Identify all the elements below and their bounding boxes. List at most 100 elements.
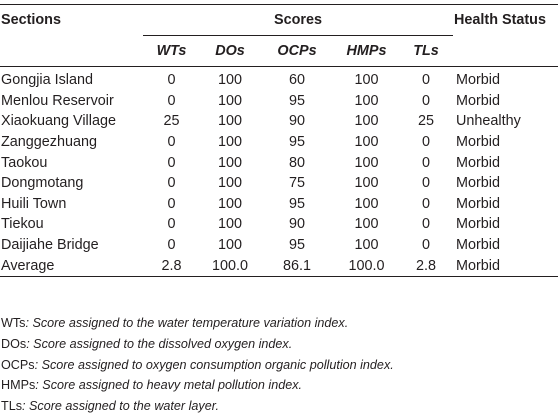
table-row: Dongmotang 0 100 75 100 0 Morbid: [0, 173, 558, 194]
tls-cell: 0: [421, 72, 430, 89]
tls-cell: 0: [421, 134, 430, 151]
dos-cell: 100: [217, 195, 242, 212]
header-rule: [0, 66, 558, 67]
health-status-cell: Morbid: [456, 134, 500, 151]
wts-cell: 0: [167, 154, 176, 171]
ocps-cell: 95: [288, 195, 305, 212]
header-dos: DOs: [215, 43, 245, 59]
wts-cell: 0: [167, 134, 176, 151]
dos-cell: 100: [217, 134, 242, 151]
bottom-rule: [0, 276, 558, 277]
table-row: Average 2.8 100.0 86.1 100.0 2.8 Morbid: [0, 255, 558, 276]
header-sections: Sections: [1, 12, 61, 29]
ocps-cell: 95: [288, 92, 305, 109]
header-tls: TLs: [413, 43, 439, 59]
table-row: Tiekou 0 100 90 100 0 Morbid: [0, 214, 558, 235]
hmps-cell: 100: [354, 134, 379, 151]
table-row: Gongjia Island 0 100 60 100 0 Morbid: [0, 67, 558, 91]
hmps-cell: 100: [354, 216, 379, 233]
header-row-sub: WTs DOs OCPs HMPs TLs: [0, 36, 558, 67]
dos-cell: 100: [217, 113, 242, 130]
hmps-cell: 100: [354, 195, 379, 212]
hmps-cell: 100: [354, 175, 379, 192]
tls-cell: 0: [421, 195, 430, 212]
section-cell: Average: [1, 257, 55, 274]
top-rule: [0, 4, 558, 5]
wts-cell: 0: [167, 195, 176, 212]
dos-cell: 100: [217, 154, 242, 171]
health-status-cell: Morbid: [456, 195, 500, 212]
footnote: HMPs: Score assigned to heavy metal poll…: [1, 375, 394, 396]
scores-table: Sections Scores Health Status WTs DOs OC…: [0, 4, 558, 277]
footnote-abbreviation: HMPs: [1, 378, 36, 393]
section-cell: Zanggezhuang: [1, 134, 98, 151]
table-row: Huili Town 0 100 95 100 0 Morbid: [0, 194, 558, 215]
dos-cell: 100.0: [211, 257, 248, 274]
dos-cell: 100: [217, 216, 242, 233]
tls-cell: 0: [421, 237, 430, 254]
hmps-cell: 100: [354, 113, 379, 130]
wts-cell: 0: [167, 216, 176, 233]
ocps-cell: 90: [288, 216, 305, 233]
footnote-abbreviation: OCPs: [1, 357, 35, 372]
table-row: Menlou Reservoir 0 100 95 100 0 Morbid: [0, 91, 558, 112]
table-row: Zanggezhuang 0 100 95 100 0 Morbid: [0, 132, 558, 153]
hmps-cell: 100.0: [348, 257, 385, 274]
footnote-description: : Score assigned to oxygen consumption o…: [34, 357, 394, 372]
footnote-description: : Score assigned to heavy metal pollutio…: [35, 378, 303, 393]
footnote-abbreviation: WTs: [1, 316, 26, 330]
health-status-cell: Morbid: [456, 237, 500, 254]
tls-cell: 2.8: [415, 257, 436, 274]
hmps-cell: 100: [354, 72, 379, 89]
header-ocps: OCPs: [277, 43, 317, 59]
dos-cell: 100: [217, 92, 242, 109]
hmps-cell: 100: [354, 154, 379, 171]
footnote: DOs: Score assigned to the dissolved oxy…: [1, 334, 394, 355]
header-hmps: HMPs: [346, 43, 387, 59]
dos-cell: 100: [217, 175, 242, 192]
footnote-description: : Score assigned to the water layer.: [22, 399, 219, 414]
ocps-cell: 60: [288, 72, 305, 89]
scores-underline: [143, 35, 453, 36]
dos-cell: 100: [217, 72, 242, 89]
wts-cell: 0: [167, 92, 176, 109]
footnote-description: : Score assigned to the water temperatur…: [25, 316, 349, 330]
tls-cell: 0: [421, 154, 430, 171]
tls-cell: 0: [421, 92, 430, 109]
ocps-cell: 95: [288, 134, 305, 151]
health-status-cell: Morbid: [456, 257, 500, 274]
tls-cell: 0: [421, 175, 430, 192]
footnote: OCPs: Score assigned to oxygen consumpti…: [1, 355, 394, 376]
header-row-main: Sections Scores Health Status: [0, 5, 558, 36]
ocps-cell: 95: [288, 237, 305, 254]
section-cell: Gongjia Island: [1, 72, 94, 89]
ocps-cell: 90: [288, 113, 305, 130]
ocps-cell: 80: [288, 154, 305, 171]
section-cell: Xiaokuang Village: [1, 113, 116, 130]
health-status-cell: Morbid: [456, 175, 500, 192]
footnote: WTs: Score assigned to the water tempera…: [1, 313, 394, 334]
wts-cell: 0: [167, 237, 176, 254]
ocps-cell: 75: [288, 175, 305, 192]
footnote-description: : Score assigned to the dissolved oxygen…: [26, 336, 293, 351]
section-cell: Menlou Reservoir: [1, 92, 114, 109]
footnote-abbreviation: DOs: [1, 336, 27, 351]
section-cell: Dongmotang: [1, 175, 84, 192]
header-wts: WTs: [156, 43, 187, 59]
health-status-cell: Morbid: [456, 216, 500, 233]
table-row: Xiaokuang Village 25 100 90 100 25 Unhealthy: [0, 111, 558, 132]
ocps-cell: 86.1: [282, 257, 311, 274]
footnote: TLs: Score assigned to the water layer.: [1, 396, 394, 417]
health-status-cell: Morbid: [456, 72, 500, 89]
health-status-cell: Morbid: [456, 154, 500, 171]
health-status-cell: Morbid: [456, 92, 500, 109]
wts-cell: 25: [163, 113, 180, 130]
table-body: Gongjia Island 0 100 60 100 0 Morbid Menlou Res…: [0, 67, 558, 276]
tls-cell: 0: [421, 216, 430, 233]
header-health-status: Health Status: [454, 12, 546, 29]
health-status-cell: Unhealthy: [456, 113, 521, 130]
table-row: Daijiahe Bridge 0 100 95 100 0 Morbid: [0, 235, 558, 256]
footnotes: WTs: Score assigned to the water tempera…: [1, 313, 394, 417]
section-cell: Taokou: [1, 154, 48, 171]
